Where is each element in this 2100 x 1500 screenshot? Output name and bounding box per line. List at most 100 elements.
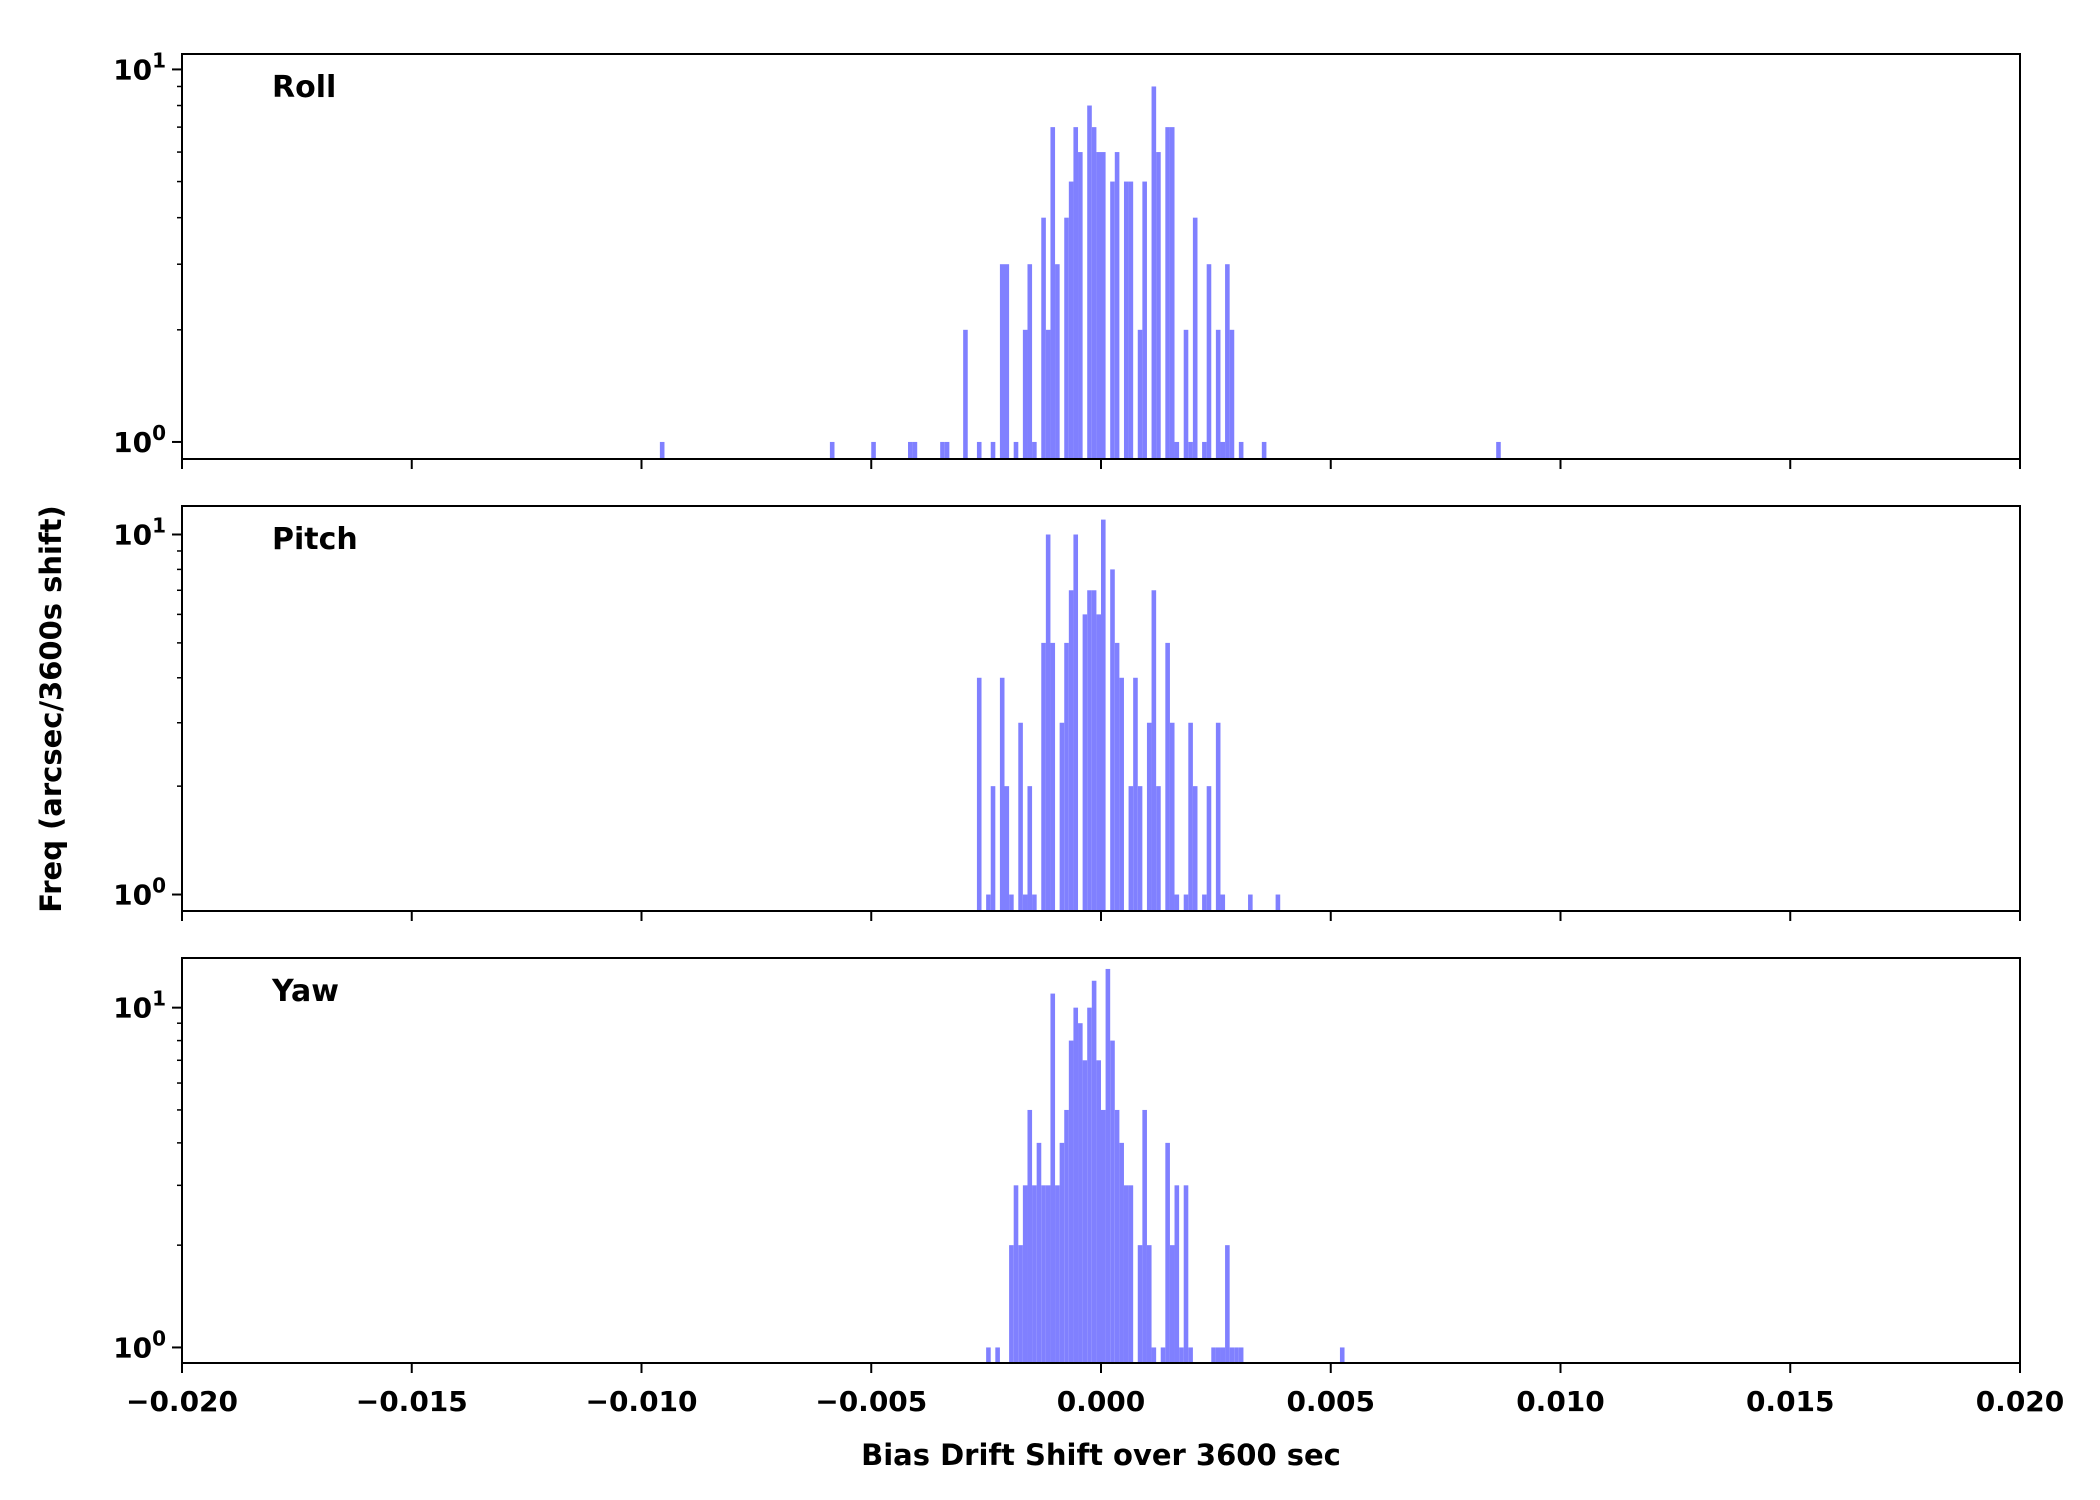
histogram-bar	[1022, 329, 1028, 459]
pitch-axes-frame	[181, 505, 2021, 912]
yaw-panel-label: Yaw	[271, 974, 339, 1009]
histogram-bar	[1101, 519, 1106, 911]
histogram-bar	[1055, 1185, 1060, 1363]
roll-panel-label: Roll	[272, 70, 336, 105]
panels: 100 101 Roll 100 101 Pitch 100 101 Yaw	[113, 48, 2021, 1373]
histogram-bar	[1165, 642, 1170, 911]
histogram-bar	[1004, 264, 1010, 459]
histogram-bar	[1123, 181, 1129, 459]
y-tick-label: 100	[113, 421, 166, 459]
x-tick-label: −0.015	[356, 1385, 468, 1418]
x-tick-label: −0.020	[126, 1385, 238, 1418]
histogram-bar	[1151, 1347, 1157, 1363]
roll-bars	[659, 86, 1501, 460]
histogram-bar	[1146, 1245, 1152, 1363]
yaw-bars	[986, 968, 1345, 1363]
x-tick-label: 0.010	[1516, 1385, 1605, 1418]
histogram-bar	[1220, 894, 1226, 911]
x-tick-label: 0.020	[1976, 1385, 2065, 1418]
histogram-bar	[1018, 1245, 1023, 1363]
histogram-bar	[1018, 722, 1023, 911]
histogram-bar	[1073, 1007, 1079, 1363]
histogram-bar	[1009, 894, 1014, 911]
histogram-bar	[1050, 993, 1056, 1363]
y-tick-label: 100	[113, 1326, 166, 1364]
histogram-bar	[1142, 181, 1147, 459]
histogram-bar	[1496, 441, 1501, 459]
roll-y-ticks	[172, 68, 182, 443]
histogram-bar	[944, 441, 950, 459]
histogram-bar	[990, 786, 996, 911]
histogram-bar	[1078, 152, 1083, 459]
histogram-bar	[1206, 264, 1212, 459]
histogram-bar	[1055, 264, 1060, 459]
y-tick-label: 101	[113, 987, 166, 1025]
histogram-bar	[1110, 1040, 1115, 1363]
histogram-bar	[1110, 569, 1115, 911]
y-tick-label: 101	[113, 514, 166, 552]
yaw-x-ticks	[181, 1363, 2021, 1373]
histogram-bar	[1160, 1347, 1166, 1363]
histogram-bar	[1032, 441, 1037, 459]
histogram-bar	[1169, 1245, 1175, 1363]
histogram-bar	[1151, 86, 1157, 459]
histogram-bar	[1261, 441, 1267, 459]
x-tick-label: 0.000	[1057, 1385, 1146, 1418]
histogram-bar	[1078, 1023, 1083, 1363]
histogram-bar	[1087, 1007, 1092, 1363]
histogram-bar	[1101, 1109, 1106, 1363]
histogram-bar	[1151, 590, 1157, 911]
histogram-bar	[1027, 1109, 1033, 1363]
histogram-bar	[1215, 1347, 1221, 1363]
histogram-bar	[1068, 590, 1074, 911]
histogram-bar	[1050, 127, 1056, 459]
histogram-bar	[1045, 534, 1051, 911]
histogram-bar	[1091, 127, 1097, 459]
histogram-bar	[1206, 786, 1212, 911]
y-tick-label: 100	[113, 874, 166, 912]
histogram-bar	[1064, 642, 1069, 911]
histogram-bar	[1174, 441, 1180, 459]
roll-x-ticks	[181, 459, 2021, 469]
histogram-bar	[1082, 1060, 1088, 1363]
pitch-bars	[976, 519, 1281, 911]
histogram-bar	[1156, 152, 1161, 459]
histogram-bar	[1004, 786, 1010, 911]
histogram-bar	[659, 441, 665, 459]
histogram-bar	[1119, 677, 1124, 911]
x-tick-label: −0.010	[585, 1385, 697, 1418]
histogram-bar	[1225, 264, 1230, 459]
histogram-bar	[976, 677, 982, 911]
histogram-bar	[871, 441, 876, 459]
histogram-bar	[940, 441, 945, 459]
histogram-bar	[1119, 1142, 1124, 1363]
histogram-bar	[1174, 1185, 1180, 1363]
panel-pitch: 100 101 Pitch	[113, 505, 2021, 921]
histogram-bar	[1165, 127, 1170, 459]
x-axis-label: Bias Drift Shift over 3600 sec	[861, 1438, 1341, 1472]
pitch-panel-label: Pitch	[272, 522, 358, 557]
histogram-bar	[1096, 1060, 1101, 1363]
histogram-bar	[1087, 105, 1092, 460]
histogram-bar	[1179, 1347, 1184, 1363]
histogram-bar	[1013, 441, 1019, 459]
histogram-bar	[999, 677, 1005, 911]
panel-yaw: 100 101 Yaw	[113, 957, 2021, 1373]
histogram-bar	[1234, 1347, 1239, 1363]
histogram-bar	[1059, 722, 1065, 911]
x-tick-label: 0.005	[1286, 1385, 1375, 1418]
histogram-bar	[829, 441, 835, 459]
histogram-bar	[990, 441, 996, 459]
yaw-y-ticks	[172, 1006, 182, 1349]
histogram-bar	[1229, 1347, 1235, 1363]
histogram-bar	[1146, 722, 1152, 911]
histogram-bar	[1096, 152, 1101, 459]
histogram-bar	[1215, 722, 1221, 911]
histogram-bar	[1041, 217, 1046, 459]
histogram-bar	[1096, 614, 1101, 911]
histogram-bar	[1174, 894, 1180, 911]
histogram-bar	[1183, 329, 1189, 459]
histogram-bar	[1202, 441, 1207, 459]
histogram-bar	[1032, 894, 1037, 911]
histogram-bar	[1183, 894, 1189, 911]
